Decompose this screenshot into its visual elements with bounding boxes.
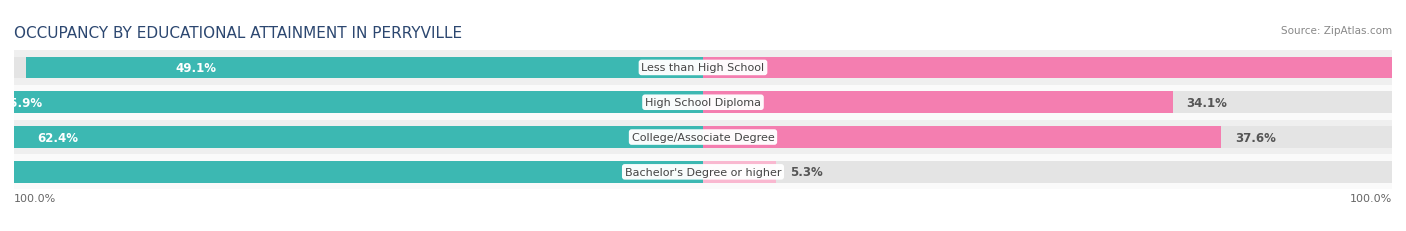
Text: 34.1%: 34.1% [1187,96,1227,109]
Text: 49.1%: 49.1% [176,62,217,75]
Text: College/Associate Degree: College/Associate Degree [631,132,775,143]
Text: 62.4%: 62.4% [38,131,79,144]
Text: 37.6%: 37.6% [1234,131,1275,144]
Bar [14,127,1392,148]
Text: Source: ZipAtlas.com: Source: ZipAtlas.com [1281,26,1392,36]
Bar [0,161,703,183]
Text: 65.9%: 65.9% [1,96,42,109]
Text: OCCUPANCY BY EDUCATIONAL ATTAINMENT IN PERRYVILLE: OCCUPANCY BY EDUCATIONAL ATTAINMENT IN P… [14,26,463,41]
Text: Bachelor's Degree or higher: Bachelor's Degree or higher [624,167,782,177]
Bar [14,92,1392,113]
Bar [0,92,703,113]
Text: 5.3%: 5.3% [790,166,823,179]
Bar [14,161,1392,183]
Bar [14,57,1392,79]
Bar [703,127,1220,148]
Bar [703,92,1173,113]
Bar [14,51,1392,85]
Bar [0,127,703,148]
Bar [703,57,1405,79]
Text: 100.0%: 100.0% [14,194,56,204]
Bar [27,57,703,79]
Text: Less than High School: Less than High School [641,63,765,73]
Bar [703,161,776,183]
Bar [14,155,1392,189]
Bar [14,120,1392,155]
Bar [14,85,1392,120]
Text: High School Diploma: High School Diploma [645,98,761,108]
Text: 100.0%: 100.0% [1350,194,1392,204]
